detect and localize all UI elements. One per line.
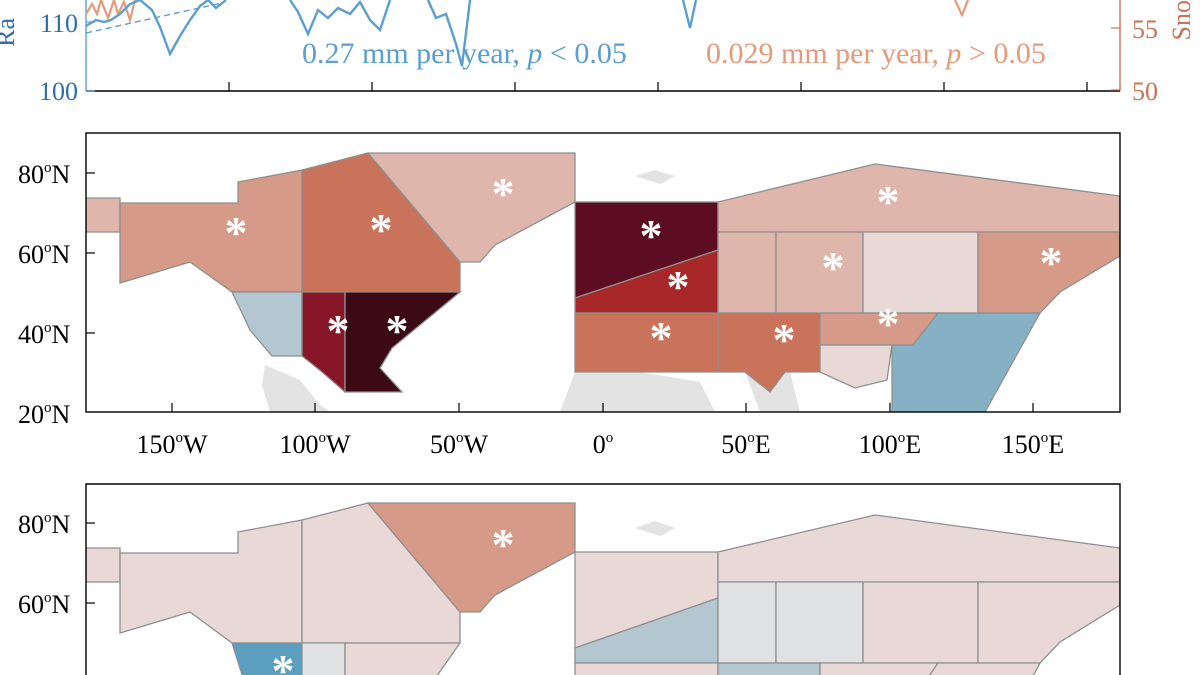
left-tick-label-110: 110: [40, 9, 78, 38]
land-africa: [560, 372, 715, 412]
region-south-asia: [819, 344, 893, 389]
sig-marker: *: [667, 261, 690, 312]
region-greenland-east-canada: [366, 502, 576, 613]
snow-trend-annotation: 0.029 mm per year, p > 0.05: [706, 37, 1046, 70]
snow-series-line-segment: [954, 0, 970, 18]
sig-marker: *: [1040, 237, 1063, 288]
snow-series-line: [85, 0, 137, 24]
right-tick-label-50: 50: [1132, 77, 1158, 106]
region-eastern-us: [344, 642, 462, 675]
region-western-us: [230, 291, 303, 357]
lon-label-150e: 150oE: [1002, 430, 1064, 459]
region-canada-central: [301, 152, 461, 293]
middle-map-regions: * * * * * * * * * * * * *: [86, 152, 1120, 412]
region-central-us: [301, 642, 346, 675]
land-mexico: [262, 365, 330, 412]
region-west-siberia-b: [775, 581, 864, 664]
lon-label-100w: 100oW: [279, 430, 351, 459]
rain-trend-annotation: 0.27 mm per year, p < 0.05: [302, 37, 627, 70]
middle-map-panel: * * * * * * * * * * * * *: [18, 132, 1121, 459]
region-greenland-east-canada: [366, 152, 576, 263]
sig-marker: *: [877, 176, 900, 227]
significance-markers-bottom: * *: [272, 519, 515, 675]
region-east-asia: [891, 312, 1042, 412]
region-southern-europe: [574, 312, 719, 373]
region-northern-asia: [717, 163, 1120, 233]
region-central-asia: [819, 662, 940, 675]
region-east-siberia: [977, 581, 1120, 664]
bottom-map-regions: * *: [86, 502, 1120, 675]
region-northern-asia: [717, 514, 1120, 583]
lat-label-60: 60oN: [18, 590, 71, 619]
lat-label-60: 60oN: [18, 240, 71, 269]
sig-marker: *: [370, 204, 393, 255]
sig-marker: *: [386, 305, 409, 356]
bottom-map-panel: * * 80oN 60oN: [18, 483, 1121, 675]
lon-label-100e: 100oE: [859, 430, 921, 459]
left-axis-label: Ra: [0, 18, 20, 47]
right-axis-label: Sno: [1167, 0, 1196, 40]
sig-marker: *: [640, 210, 663, 261]
region-middle-east: [717, 312, 821, 393]
bottom-lat-labels: 80oN 60oN: [18, 510, 71, 619]
region-east-asia: [929, 662, 1042, 675]
lat-label-80: 80oN: [18, 160, 71, 189]
lat-label-40: 40oN: [18, 320, 71, 349]
sig-marker: *: [327, 305, 350, 356]
land-svalbard: [635, 170, 675, 184]
region-central-siberia: [862, 581, 979, 664]
region-alaska-west: [86, 197, 121, 233]
sig-marker: *: [822, 242, 845, 293]
significance-markers-middle: * * * * * * * * * * * * *: [225, 168, 1063, 365]
lon-label-50w: 50oW: [430, 430, 489, 459]
rain-series-line-segment-3: [681, 0, 698, 29]
rain-series-line-segment: [289, 0, 392, 38]
sig-marker: *: [492, 168, 515, 219]
sig-marker: *: [225, 207, 248, 258]
region-alaska-canada-west: [119, 519, 303, 644]
sig-marker: *: [492, 519, 515, 570]
lon-label-0: 0o: [593, 430, 614, 459]
bottom-lat-ticks: [86, 522, 95, 604]
middle-lat-labels: 80oN 60oN 40oN 20oN: [18, 160, 71, 429]
bottom-map-frame: [85, 483, 1121, 675]
rain-trend-line: [85, 2, 223, 34]
left-tick-label-100: 100: [39, 77, 78, 106]
rain-series-line: [85, 0, 227, 57]
region-canada-central: [301, 502, 461, 644]
region-southern-europe: [574, 662, 719, 675]
lon-label-150w: 150oW: [136, 430, 208, 459]
rain-series-line-segment-2: [426, 0, 472, 67]
region-west-siberia-a: [717, 231, 777, 314]
region-western-us: [231, 642, 303, 675]
region-eastern-us: [344, 291, 462, 393]
sig-marker: *: [650, 312, 673, 363]
region-central-us: [301, 291, 346, 394]
middle-lon-labels: 150oW 100oW 50oW 0o 50oE 100oE 150oE: [136, 430, 1064, 459]
region-west-siberia-a: [717, 581, 777, 664]
region-alaska-canada-west: [119, 169, 303, 293]
region-alaska-west: [86, 547, 121, 583]
right-tick-label-55: 55: [1132, 15, 1158, 44]
right-ticks: [1111, 27, 1120, 91]
lat-label-20: 20oN: [18, 400, 71, 429]
middle-lat-ticks: [86, 172, 95, 334]
region-west-siberia-b: [775, 231, 864, 314]
lon-label-50e: 50oE: [721, 430, 770, 459]
land-svalbard: [635, 521, 675, 536]
region-middle-east: [717, 662, 821, 675]
sig-marker: *: [773, 314, 796, 365]
x-ticks: [228, 82, 1088, 91]
lat-label-80: 80oN: [18, 510, 71, 539]
middle-lon-ticks: [171, 403, 1034, 412]
sig-marker: *: [272, 645, 295, 675]
top-panel: Ra 110 100 55 50 Sno 0.27 mm per year, p…: [0, 0, 1196, 106]
sig-marker: *: [877, 298, 900, 349]
